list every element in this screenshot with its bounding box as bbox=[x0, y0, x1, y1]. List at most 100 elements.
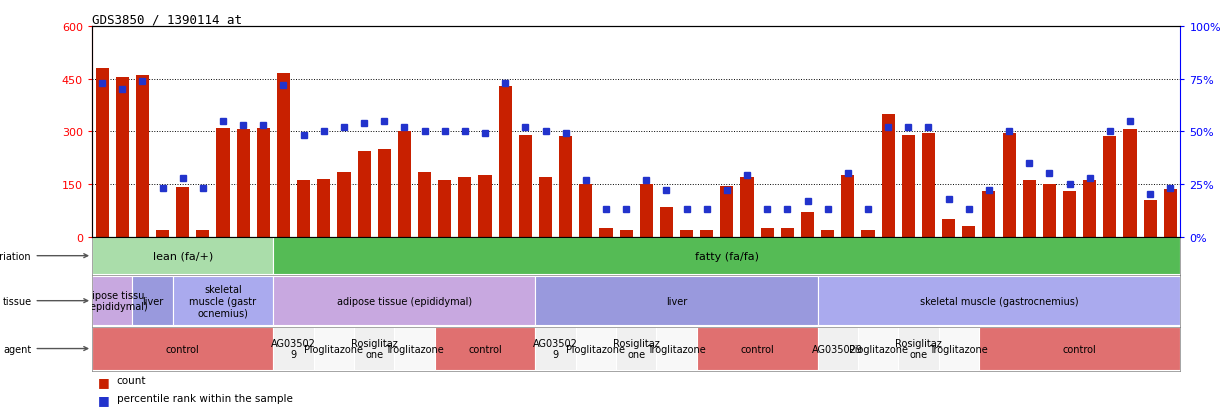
Bar bbox=[434, 328, 535, 370]
Bar bbox=[1043, 185, 1056, 237]
Bar bbox=[962, 226, 975, 237]
Bar bbox=[297, 181, 310, 237]
Bar bbox=[318, 179, 330, 237]
Bar bbox=[801, 212, 814, 237]
Bar bbox=[156, 230, 169, 237]
Bar bbox=[277, 74, 290, 237]
Bar bbox=[1124, 130, 1136, 237]
Text: Pioglitazone: Pioglitazone bbox=[567, 344, 626, 354]
Bar bbox=[274, 328, 314, 370]
Text: fatty (fa/fa): fatty (fa/fa) bbox=[694, 251, 758, 261]
Text: Troglitazone: Troglitazone bbox=[385, 344, 444, 354]
Bar bbox=[216, 128, 229, 237]
Text: Troglitazone: Troglitazone bbox=[929, 344, 988, 354]
Text: skeletal
muscle (gastr
ocnemius): skeletal muscle (gastr ocnemius) bbox=[189, 285, 256, 318]
Bar bbox=[535, 276, 817, 326]
Bar bbox=[979, 328, 1180, 370]
Text: agent: agent bbox=[4, 344, 87, 354]
Bar bbox=[600, 228, 612, 237]
Bar bbox=[92, 328, 274, 370]
Text: AG03502
9: AG03502 9 bbox=[271, 338, 317, 359]
Text: Rosiglitaz
one: Rosiglitaz one bbox=[612, 338, 660, 359]
Bar bbox=[660, 207, 672, 237]
Bar bbox=[817, 276, 1180, 326]
Bar bbox=[1103, 137, 1117, 237]
Bar bbox=[394, 328, 434, 370]
Text: lean (fa/+): lean (fa/+) bbox=[152, 251, 212, 261]
Bar bbox=[902, 135, 915, 237]
Bar bbox=[842, 176, 854, 237]
Bar bbox=[459, 178, 471, 237]
Bar bbox=[1063, 192, 1076, 237]
Bar bbox=[780, 228, 794, 237]
Text: ■: ■ bbox=[98, 393, 110, 406]
Bar bbox=[560, 137, 572, 237]
Bar bbox=[115, 78, 129, 237]
Bar bbox=[1002, 134, 1016, 237]
Text: control: control bbox=[1063, 344, 1097, 354]
Bar bbox=[196, 230, 210, 237]
Bar bbox=[498, 86, 512, 237]
Text: liver: liver bbox=[142, 296, 163, 306]
Text: control: control bbox=[166, 344, 200, 354]
Bar bbox=[697, 328, 817, 370]
Bar bbox=[720, 186, 734, 237]
Bar bbox=[173, 276, 274, 326]
Bar bbox=[177, 188, 189, 237]
Text: Rosiglitaz
one: Rosiglitaz one bbox=[351, 338, 398, 359]
Text: Pioglitazone: Pioglitazone bbox=[304, 344, 363, 354]
Bar bbox=[983, 192, 995, 237]
Bar bbox=[639, 185, 653, 237]
Bar bbox=[314, 328, 355, 370]
Bar bbox=[817, 328, 858, 370]
Bar bbox=[921, 134, 935, 237]
Bar bbox=[939, 328, 979, 370]
Bar bbox=[701, 230, 713, 237]
Bar bbox=[418, 172, 431, 237]
Bar bbox=[881, 114, 894, 237]
Bar bbox=[1022, 181, 1036, 237]
Bar bbox=[256, 128, 270, 237]
Text: Pioglitazone: Pioglitazone bbox=[849, 344, 908, 354]
Bar bbox=[898, 328, 939, 370]
Bar bbox=[1163, 190, 1177, 237]
Bar bbox=[337, 172, 351, 237]
Bar bbox=[539, 178, 552, 237]
Bar bbox=[136, 76, 148, 237]
Text: Troglitazone: Troglitazone bbox=[647, 344, 706, 354]
Bar bbox=[858, 328, 898, 370]
Text: adipose tissu
e (epididymal): adipose tissu e (epididymal) bbox=[77, 290, 147, 312]
Bar bbox=[96, 69, 109, 237]
Bar bbox=[519, 135, 531, 237]
Text: count: count bbox=[117, 375, 146, 385]
Bar bbox=[378, 150, 391, 237]
Bar bbox=[357, 151, 371, 237]
Text: control: control bbox=[740, 344, 774, 354]
Bar bbox=[398, 132, 411, 237]
Bar bbox=[680, 230, 693, 237]
Bar bbox=[133, 276, 173, 326]
Text: adipose tissue (epididymal): adipose tissue (epididymal) bbox=[337, 296, 472, 306]
Text: liver: liver bbox=[666, 296, 687, 306]
Text: tissue: tissue bbox=[2, 296, 87, 306]
Bar bbox=[656, 328, 697, 370]
Bar bbox=[616, 328, 656, 370]
Bar bbox=[575, 328, 616, 370]
Bar bbox=[579, 185, 593, 237]
Text: skeletal muscle (gastrocnemius): skeletal muscle (gastrocnemius) bbox=[920, 296, 1079, 306]
Bar bbox=[1083, 181, 1096, 237]
Bar bbox=[237, 130, 250, 237]
Bar bbox=[438, 181, 452, 237]
Bar bbox=[92, 276, 133, 326]
Bar bbox=[942, 219, 955, 237]
Text: AG03502
9: AG03502 9 bbox=[534, 338, 578, 359]
Text: GDS3850 / 1390114_at: GDS3850 / 1390114_at bbox=[92, 13, 242, 26]
Bar bbox=[274, 238, 1180, 274]
Text: genotype/variation: genotype/variation bbox=[0, 251, 87, 261]
Bar bbox=[620, 230, 633, 237]
Bar bbox=[761, 228, 774, 237]
Bar bbox=[535, 328, 575, 370]
Bar bbox=[821, 230, 834, 237]
Text: control: control bbox=[469, 344, 502, 354]
Bar bbox=[92, 238, 274, 274]
